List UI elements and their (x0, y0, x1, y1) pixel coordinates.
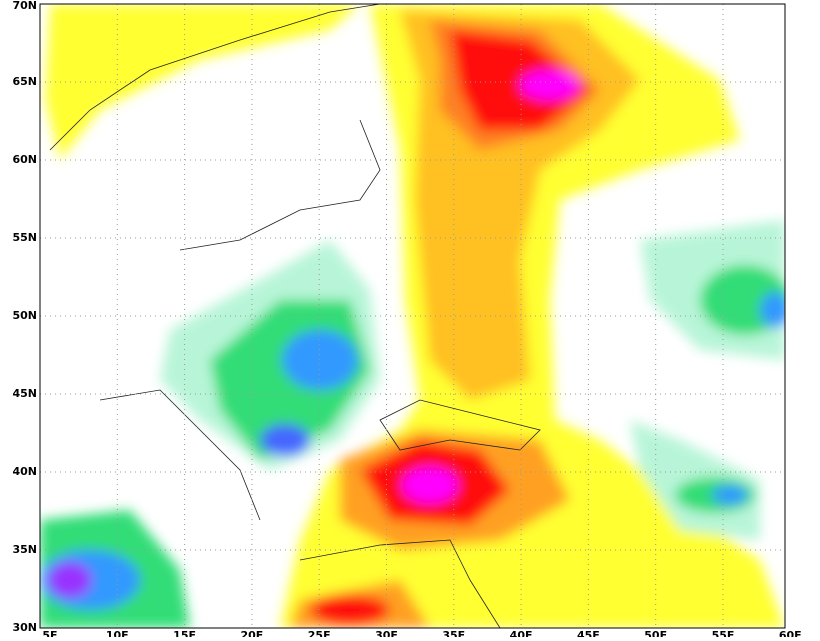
purple-field (48, 562, 92, 598)
lat-label: 45N (12, 387, 37, 400)
lon-label: 60E (779, 629, 802, 637)
graticule (40, 4, 785, 628)
map-frame (39, 3, 786, 629)
lat-label: 55N (12, 231, 37, 244)
magenta-field (520, 70, 580, 100)
coastline (179, 119, 381, 251)
blue-field (282, 330, 358, 390)
magenta-field (402, 467, 458, 503)
yellow-field (45, 4, 360, 160)
coastline (99, 389, 261, 521)
lon-label: 45E (577, 629, 600, 637)
lon-label: 40E (510, 629, 533, 637)
lat-label: 70N (12, 0, 37, 12)
lon-label: 30E (375, 629, 398, 637)
lat-label: 65N (12, 75, 37, 88)
coastline (379, 399, 541, 451)
lon-label: 55E (712, 629, 735, 637)
lat-label: 50N (12, 309, 37, 322)
lat-label: 40N (12, 465, 37, 478)
lat-label: 30N (12, 621, 37, 634)
lon-label: 35E (442, 629, 465, 637)
coastline (49, 4, 381, 151)
anomaly-fields (40, 4, 785, 628)
blue-field (712, 485, 748, 505)
blue-field (260, 424, 310, 456)
lon-label: 10E (106, 629, 129, 637)
lon-label: 50E (644, 629, 667, 637)
blue-field (760, 292, 785, 328)
lat-label: 60N (12, 153, 37, 166)
lon-label: 20E (240, 629, 263, 637)
coastlines (49, 4, 541, 628)
lon-label: 25E (308, 629, 331, 637)
lon-label: 15E (173, 629, 196, 637)
red-field (450, 30, 590, 130)
coastline (299, 539, 501, 628)
red-field (310, 595, 390, 625)
lon-label: 5E (42, 629, 57, 637)
lat-label: 35N (12, 543, 37, 556)
